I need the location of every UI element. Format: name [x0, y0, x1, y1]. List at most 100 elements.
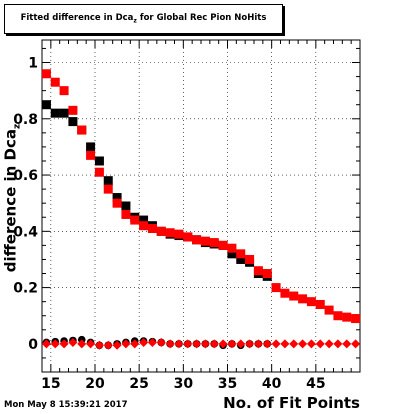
data-point: [262, 269, 272, 279]
data-point: [262, 339, 272, 349]
data-point: [94, 340, 104, 350]
data-point: [94, 167, 104, 177]
data-point: [86, 339, 96, 349]
data-point: [68, 117, 78, 127]
x-tick-label: 25: [129, 376, 148, 392]
x-tick-label: 45: [306, 376, 325, 392]
data-point: [174, 339, 184, 349]
data-point: [236, 249, 246, 259]
data-point: [139, 337, 149, 347]
data-point: [121, 201, 131, 211]
data-point: [68, 337, 78, 347]
x-tick-label: 15: [41, 376, 60, 392]
data-point: [218, 240, 228, 250]
data-point: [306, 339, 316, 349]
data-point: [333, 339, 343, 349]
data-point: [156, 337, 166, 347]
y-tick-label: 0.2: [13, 281, 38, 297]
data-point: [165, 228, 175, 238]
x-tick-label: 30: [174, 376, 194, 392]
data-point: [130, 339, 140, 349]
data-point: [342, 339, 352, 349]
data-point: [121, 339, 131, 349]
data-point: [156, 226, 166, 236]
data-point: [41, 69, 51, 79]
data-point: [333, 311, 343, 321]
data-point: [59, 339, 69, 349]
data-point: [245, 339, 255, 349]
data-point: [41, 339, 51, 349]
plot-title-box: Fitted difference in Dcaz for Global Rec…: [4, 4, 283, 34]
data-point: [351, 339, 361, 349]
data-point: [315, 339, 325, 349]
y-tick-label: 0.4: [13, 224, 38, 240]
plot-frame: [41, 39, 361, 373]
data-point: [112, 340, 122, 350]
data-point: [86, 142, 96, 152]
data-point: [227, 249, 237, 259]
data-point: [94, 156, 104, 166]
y-tick-label: 1: [28, 56, 38, 72]
data-point: [86, 150, 96, 160]
data-point: [236, 339, 246, 349]
data-point: [165, 339, 175, 349]
data-point: [324, 305, 334, 315]
data-point: [59, 86, 69, 96]
y-axis-label: difference in Dcaz: [1, 123, 23, 273]
x-axis-label: No. of Fit Points: [223, 394, 360, 412]
data-point: [139, 215, 149, 225]
data-point: [130, 215, 140, 225]
data-point: [298, 294, 308, 304]
data-point: [227, 339, 237, 349]
data-point: [183, 232, 193, 242]
data-point: [174, 229, 184, 239]
data-point: [77, 339, 87, 349]
data-point: [218, 339, 228, 349]
data-point: [50, 77, 60, 87]
data-point: [200, 339, 210, 349]
data-point: [315, 299, 325, 309]
data-point: [289, 291, 299, 301]
y-tick-label: 0: [28, 337, 38, 353]
data-point: [253, 266, 263, 276]
data-point: [351, 314, 361, 324]
data-point: [253, 339, 263, 349]
data-point: [103, 340, 113, 350]
plot-title: Fitted difference in Dcaz for Global Rec…: [20, 13, 267, 25]
data-point: [306, 297, 316, 307]
data-point: [68, 105, 78, 115]
data-point: [200, 236, 210, 246]
data-point: [103, 184, 113, 194]
data-point: [183, 339, 193, 349]
data-point: [139, 221, 149, 231]
data-point: [209, 238, 219, 248]
data-point: [77, 125, 87, 135]
data-point: [280, 339, 290, 349]
data-point: [112, 193, 122, 203]
data-point: [147, 337, 157, 347]
data-point: [209, 339, 219, 349]
data-point: [103, 176, 113, 186]
data-point: [324, 339, 334, 349]
data-point: [192, 339, 202, 349]
data-point: [298, 339, 308, 349]
data-point: [271, 283, 281, 293]
data-point: [41, 100, 51, 110]
data-point: [271, 339, 281, 349]
data-point: [59, 108, 69, 118]
data-point: [121, 209, 131, 219]
y-tick-label: 0.6: [13, 168, 38, 184]
data-point: [112, 198, 122, 208]
x-tick-label: 40: [262, 376, 282, 392]
data-point: [227, 243, 237, 253]
data-point: [192, 235, 202, 245]
data-point: [342, 312, 352, 322]
data-point: [245, 254, 255, 264]
x-tick-label: 35: [218, 376, 237, 392]
timestamp: Mon May 8 15:39:21 2017: [4, 400, 128, 410]
data-point: [147, 224, 157, 234]
data-point: [280, 288, 290, 298]
y-tick-label: 0.8: [13, 112, 38, 128]
data-point: [236, 254, 246, 264]
